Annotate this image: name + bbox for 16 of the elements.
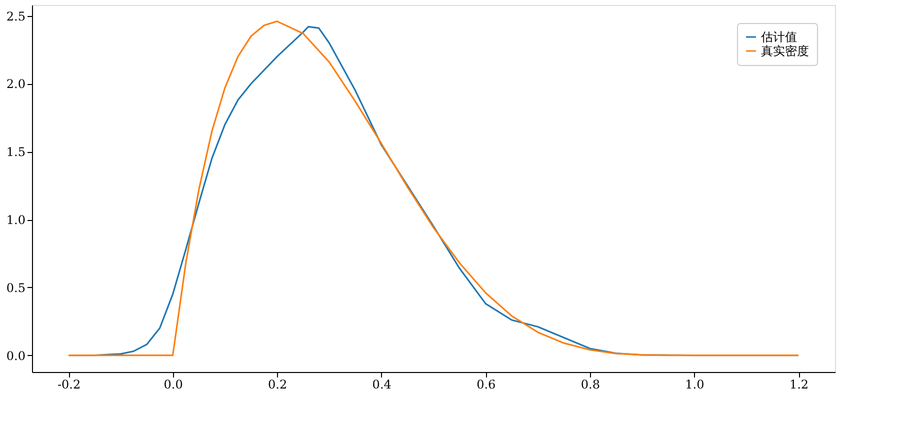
legend-label: 真实密度 — [761, 44, 809, 58]
x-tick-label: -0.2 — [57, 378, 81, 392]
x-tick-label: 0.6 — [476, 378, 496, 392]
x-tick-label: 0.2 — [268, 378, 288, 392]
y-tick-label: 1.0 — [6, 213, 26, 228]
x-tick-label: 0.0 — [164, 378, 183, 392]
y-tick-label: 0.0 — [6, 348, 26, 363]
y-tick-label: 0.5 — [6, 280, 26, 295]
y-tick-label: 1.5 — [6, 145, 26, 160]
x-tick-label: 0.4 — [372, 378, 392, 392]
y-tick-label: 2.0 — [6, 77, 26, 92]
y-tick-label: 2.5 — [6, 9, 26, 24]
legend-label: 估计值 — [760, 30, 797, 44]
x-tick-label: 1.0 — [685, 378, 704, 392]
x-tick-label: 0.8 — [580, 378, 600, 392]
x-tick-label: 1.2 — [789, 378, 809, 392]
